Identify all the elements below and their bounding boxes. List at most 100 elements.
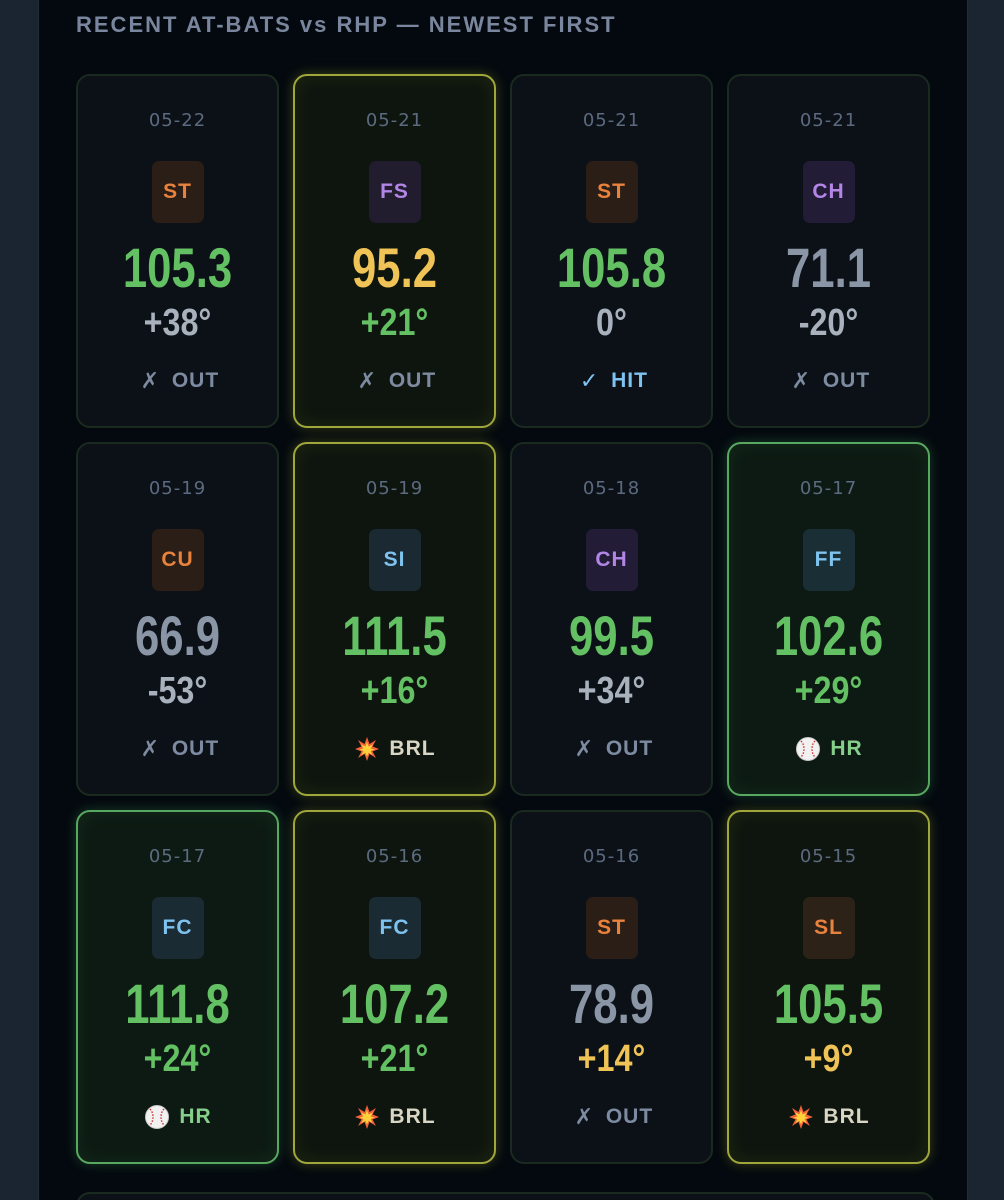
result-label: OUT [388, 369, 437, 392]
explosion-icon [789, 1105, 814, 1129]
exit-velocity: 71.1 [785, 236, 872, 299]
at-bat-date: 05-22 [148, 110, 207, 131]
launch-angle: +24° [143, 1038, 212, 1080]
result-icon [143, 1103, 171, 1131]
launch-angle: -53° [147, 670, 208, 712]
at-bat-date: 05-19 [365, 478, 424, 499]
section-title: RECENT AT-BATS vs RHP — NEWEST FIRST [76, 12, 617, 37]
result-label: OUT [171, 737, 220, 760]
pitch-type-badge: SL [802, 897, 855, 959]
at-bat-result: ✗ OUT [729, 366, 928, 396]
at-bat-result: ✗ OUT [78, 734, 277, 764]
x-mark-icon: ✗ [140, 736, 160, 762]
at-bat-result: HR [729, 734, 928, 764]
launch-angle: -20° [798, 302, 859, 344]
launch-angle: 0° [596, 302, 627, 344]
result-label: BRL [389, 737, 436, 760]
launch-angle: +34° [577, 670, 646, 712]
pitch-type-badge: FC [368, 897, 421, 959]
pitch-type-badge: ST [151, 161, 204, 223]
pitch-type-badge: FC [151, 897, 204, 959]
at-bat-result: ✗ OUT [512, 734, 711, 764]
at-bat-result: ✗ OUT [295, 366, 494, 396]
at-bat-card[interactable]: 05-19 SI 111.5 +16° BRL [293, 442, 496, 796]
x-mark-icon: ✗ [574, 1104, 594, 1130]
at-bat-date: 05-19 [148, 478, 207, 499]
x-mark-icon: ✗ [140, 368, 160, 394]
result-icon: ✗ [136, 735, 164, 763]
exit-velocity: 95.2 [351, 236, 438, 299]
result-icon: ✗ [353, 367, 381, 395]
pitch-type-badge: CH [802, 161, 855, 223]
at-bats-grid: 05-22 ST 105.3 +38° ✗ OUT 05-21 FS 95.2 … [76, 74, 931, 1164]
pitch-type-badge: CU [151, 529, 204, 591]
pitch-type-badge: ST [585, 897, 638, 959]
pitch-type-badge: CH [585, 529, 638, 591]
at-bat-result: HR [78, 1102, 277, 1132]
exit-velocity: 105.8 [556, 236, 667, 299]
result-label: OUT [171, 369, 220, 392]
at-bat-card[interactable]: 05-21 FS 95.2 +21° ✗ OUT [293, 74, 496, 428]
pitch-type-badge: FF [802, 529, 855, 591]
at-bat-card[interactable]: 05-19 CU 66.9 -53° ✗ OUT [76, 442, 279, 796]
launch-angle: +9° [803, 1038, 854, 1080]
explosion-icon [355, 737, 380, 761]
at-bat-date: 05-15 [799, 846, 858, 867]
result-icon [353, 735, 381, 763]
exit-velocity: 78.9 [568, 972, 655, 1035]
at-bat-card[interactable]: 05-16 ST 78.9 +14° ✗ OUT [510, 810, 713, 1164]
result-label: BRL [823, 1105, 870, 1128]
at-bat-result: ✓ HIT [512, 366, 711, 396]
at-bat-card[interactable]: 05-17 FC 111.8 +24° HR [76, 810, 279, 1164]
explosion-icon [355, 1105, 380, 1129]
result-label: HR [179, 1105, 212, 1128]
at-bat-card[interactable]: 05-18 CH 99.5 +34° ✗ OUT [510, 442, 713, 796]
result-icon: ✗ [570, 735, 598, 763]
launch-angle: +14° [577, 1038, 646, 1080]
at-bat-date: 05-17 [148, 846, 207, 867]
at-bat-result: ✗ OUT [78, 366, 277, 396]
pitch-type-badge: SI [368, 529, 421, 591]
at-bat-card[interactable]: 05-21 CH 71.1 -20° ✗ OUT [727, 74, 930, 428]
at-bat-date: 05-21 [582, 110, 641, 131]
result-icon: ✗ [136, 367, 164, 395]
result-label: OUT [605, 1105, 654, 1128]
result-icon: ✗ [570, 1103, 598, 1131]
exit-velocity: 99.5 [568, 604, 655, 667]
launch-angle: +38° [143, 302, 212, 344]
result-icon [787, 1103, 815, 1131]
at-bat-card[interactable]: 05-22 ST 105.3 +38° ✗ OUT [76, 74, 279, 428]
exit-velocity: 107.2 [339, 972, 450, 1035]
pitch-type-badge: ST [585, 161, 638, 223]
result-icon: ✗ [787, 367, 815, 395]
result-label: OUT [605, 737, 654, 760]
x-mark-icon: ✗ [357, 368, 377, 394]
exit-velocity: 105.3 [122, 236, 233, 299]
at-bat-result: BRL [295, 1102, 494, 1132]
launch-angle: +21° [360, 302, 429, 344]
baseball-icon [145, 1105, 170, 1129]
x-mark-icon: ✗ [791, 368, 811, 394]
exit-velocity: 66.9 [134, 604, 221, 667]
at-bat-card[interactable]: 05-16 FC 107.2 +21° BRL [293, 810, 496, 1164]
at-bat-date: 05-16 [582, 846, 641, 867]
at-bat-result: BRL [295, 734, 494, 764]
at-bats-panel: RECENT AT-BATS vs RHP — NEWEST FIRST 05-… [38, 0, 968, 1200]
check-mark-icon: ✓ [579, 368, 599, 394]
at-bat-card[interactable]: 05-15 SL 105.5 +9° BRL [727, 810, 930, 1164]
launch-angle: +21° [360, 1038, 429, 1080]
at-bat-result: ✗ OUT [512, 1102, 711, 1132]
result-icon: ✓ [575, 367, 603, 395]
exit-velocity: 105.5 [773, 972, 884, 1035]
at-bat-date: 05-17 [799, 478, 858, 499]
launch-angle: +16° [360, 670, 429, 712]
result-icon [794, 735, 822, 763]
at-bat-date: 05-16 [365, 846, 424, 867]
at-bat-date: 05-21 [799, 110, 858, 131]
at-bat-card[interactable]: 05-17 FF 102.6 +29° HR [727, 442, 930, 796]
at-bat-card[interactable]: 05-21 ST 105.8 0° ✓ HIT [510, 74, 713, 428]
result-label: OUT [822, 369, 871, 392]
exit-velocity: 111.5 [342, 604, 447, 667]
exit-velocity: 102.6 [773, 604, 884, 667]
at-bat-result: BRL [729, 1102, 928, 1132]
